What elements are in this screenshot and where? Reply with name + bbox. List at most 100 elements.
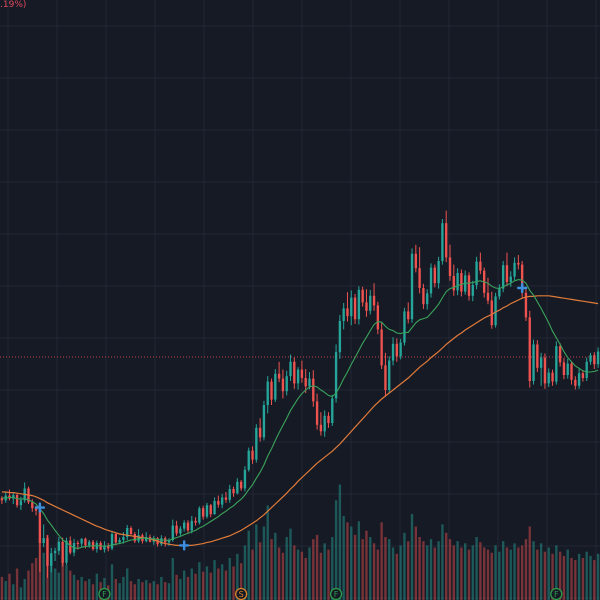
candle-body (15, 495, 19, 506)
volume-bar (486, 549, 490, 600)
volume-bar (4, 581, 7, 600)
volume-bar (251, 549, 254, 600)
event-marker-label: F (554, 590, 559, 599)
volume-bar (365, 530, 368, 600)
signal-markers[interactable] (34, 282, 528, 551)
candle-body (403, 311, 406, 343)
candle-body (372, 295, 376, 306)
volume-bar (452, 545, 455, 600)
candle (395, 338, 399, 362)
volume-bar (513, 543, 516, 600)
candle-body (277, 373, 281, 379)
volume-bar (490, 552, 493, 600)
volume-bar (505, 547, 509, 600)
candle-body (220, 497, 224, 505)
candle-body (186, 522, 190, 531)
volume-bar (213, 560, 216, 600)
candle-body (429, 267, 433, 294)
volume-bar (148, 583, 152, 600)
candle-body (555, 346, 558, 382)
volume-bar (61, 556, 64, 600)
volume-bar (224, 570, 228, 600)
volume-bar (110, 564, 114, 600)
volume-bar (437, 541, 440, 600)
candle-body (274, 373, 277, 400)
candle (236, 478, 239, 495)
candle-body (190, 520, 193, 531)
volume-bar (426, 545, 429, 600)
volume-bar (19, 587, 23, 600)
candle (441, 219, 444, 265)
candle-body (486, 292, 490, 301)
candle (509, 271, 512, 287)
event-marker[interactable]: F (329, 587, 343, 600)
volume-bar (114, 579, 117, 600)
candle (179, 526, 182, 536)
volume-bar (255, 524, 258, 600)
candle-body (95, 543, 99, 549)
volume-bar (483, 547, 486, 600)
volume-bar (205, 566, 209, 600)
candle-body (289, 361, 292, 377)
candle-body (577, 373, 581, 386)
candle-body (380, 329, 383, 366)
volume-bar (418, 537, 421, 600)
candle (596, 347, 600, 368)
candle-body (255, 427, 258, 460)
candle (50, 547, 53, 573)
volume-bar (433, 547, 436, 600)
candle-body (46, 538, 49, 566)
candle (490, 291, 493, 329)
signal-cross-icon[interactable] (178, 540, 190, 551)
candle-body (331, 398, 334, 423)
signal-cross-icon[interactable] (34, 502, 46, 513)
candle (304, 369, 307, 393)
candle (369, 289, 372, 315)
volume-bar (217, 568, 220, 600)
volume-bar (399, 545, 402, 600)
event-marker[interactable]: F (98, 587, 111, 600)
candle (410, 248, 414, 323)
candle-body (422, 288, 425, 305)
candle (38, 508, 42, 572)
candle-body (76, 543, 80, 544)
candle (91, 540, 95, 551)
volume-bar (350, 526, 353, 600)
candle (319, 412, 323, 436)
candle (433, 264, 436, 288)
volume-bar (76, 580, 80, 600)
candle (262, 400, 266, 441)
volume-bar (539, 543, 543, 600)
volume-bar (574, 560, 577, 600)
event-marker[interactable]: F (550, 587, 563, 600)
candle (471, 280, 474, 302)
candle-body (213, 501, 216, 515)
candle (15, 493, 19, 508)
volume-bar (152, 581, 155, 600)
volume-bar (304, 558, 307, 600)
candle (536, 340, 539, 372)
candle-body (357, 289, 361, 320)
candle (228, 484, 231, 503)
volume-bar (471, 545, 474, 600)
candle (103, 541, 106, 553)
volume-bar (84, 581, 87, 600)
candle-body (171, 525, 174, 540)
candle-body (236, 481, 239, 494)
candle-body (539, 357, 543, 368)
candle-body (38, 510, 42, 543)
volume-bar (209, 572, 212, 600)
volume-bar (558, 551, 562, 600)
candle-body (107, 545, 110, 549)
volume-bar (555, 545, 558, 600)
candle (270, 378, 273, 405)
candle (422, 283, 425, 309)
candle-body (0, 498, 4, 501)
candle (217, 495, 220, 508)
event-marker[interactable]: S (234, 587, 248, 600)
candle-body (270, 381, 273, 400)
candle-body (452, 276, 455, 291)
signal-cross-icon[interactable] (516, 282, 528, 294)
